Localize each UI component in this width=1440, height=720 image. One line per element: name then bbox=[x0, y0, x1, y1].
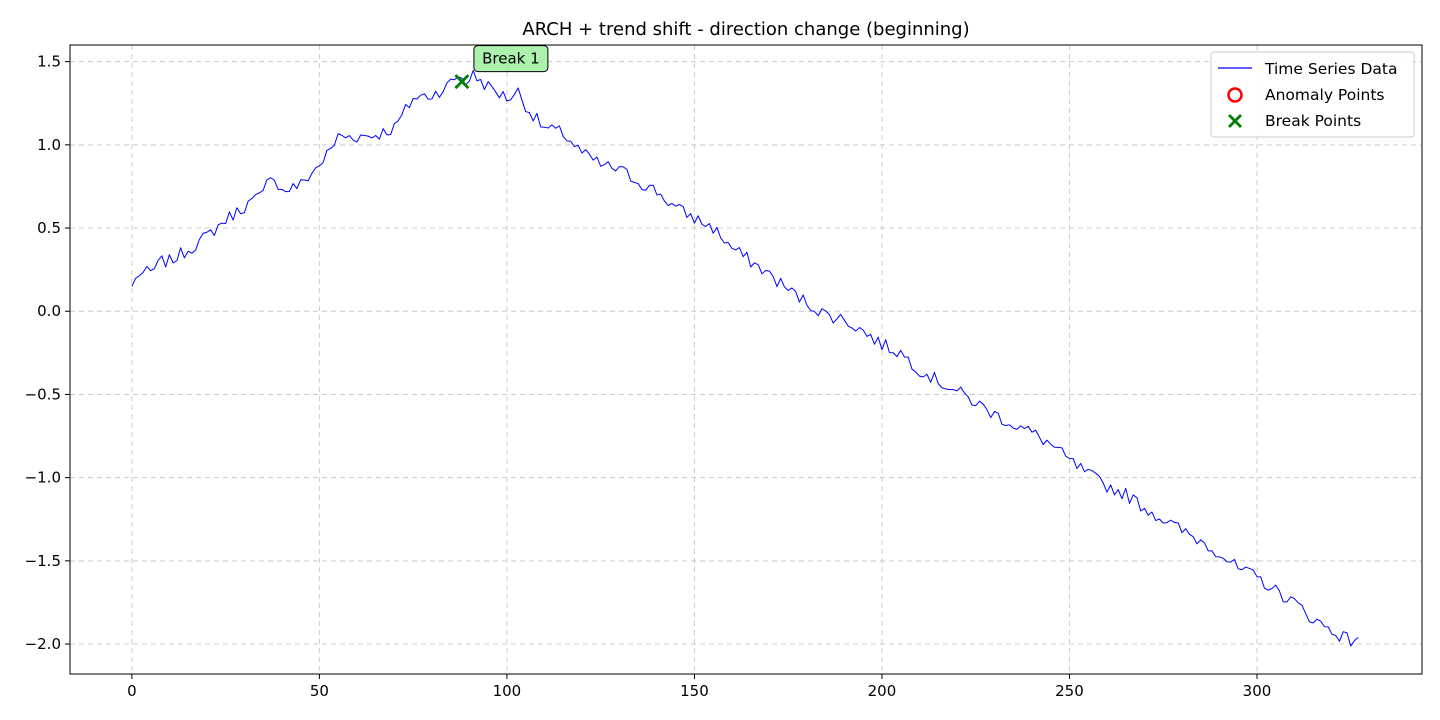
y-tick-label: 0.0 bbox=[37, 302, 61, 320]
legend-label-break: Break Points bbox=[1265, 112, 1361, 130]
legend-box bbox=[1210, 51, 1415, 138]
y-tick-label: −2.0 bbox=[25, 635, 61, 653]
y-tick-label: −1.5 bbox=[25, 552, 61, 570]
x-tick-label: 250 bbox=[1055, 682, 1084, 700]
break-annotation-box bbox=[473, 45, 549, 73]
y-tick-label: 1.5 bbox=[37, 53, 61, 71]
break-point-marker bbox=[454, 74, 470, 90]
series-line-time-series bbox=[131, 69, 1359, 647]
x-tick-label: 100 bbox=[493, 682, 522, 700]
y-tick-label: −0.5 bbox=[25, 385, 61, 403]
annotation-layer: Break 1 bbox=[473, 45, 549, 73]
y-tick-label: 0.5 bbox=[37, 219, 61, 237]
x-tick-label: 50 bbox=[310, 682, 329, 700]
legend-break-marker bbox=[1228, 114, 1242, 128]
x-tick-label: 300 bbox=[1243, 682, 1272, 700]
marker-layer bbox=[454, 74, 470, 90]
series-layer bbox=[131, 69, 1359, 647]
axis-ticks: 0 50 100 150 200 250 300 1.5 1.0 0.5 0.0 −0.5 −1.0 −1… bbox=[25, 53, 1272, 700]
legend-label-anomaly: Anomaly Points bbox=[1265, 86, 1384, 104]
y-tick-label: −1.0 bbox=[25, 469, 61, 487]
legend: Time Series Data Anomaly Points Break Po… bbox=[1210, 51, 1415, 138]
grid bbox=[70, 45, 1422, 674]
x-tick-label: 200 bbox=[868, 682, 897, 700]
break-annotation-label: Break 1 bbox=[482, 50, 540, 68]
x-tick-label: 0 bbox=[127, 682, 137, 700]
legend-label-series: Time Series Data bbox=[1264, 60, 1397, 78]
chart-title: ARCH + trend shift - direction change (b… bbox=[522, 19, 969, 40]
axes-frame bbox=[69, 44, 1423, 675]
x-tick-label: 150 bbox=[680, 682, 709, 700]
y-tick-label: 1.0 bbox=[37, 136, 61, 154]
legend-anomaly-marker bbox=[1227, 87, 1243, 103]
